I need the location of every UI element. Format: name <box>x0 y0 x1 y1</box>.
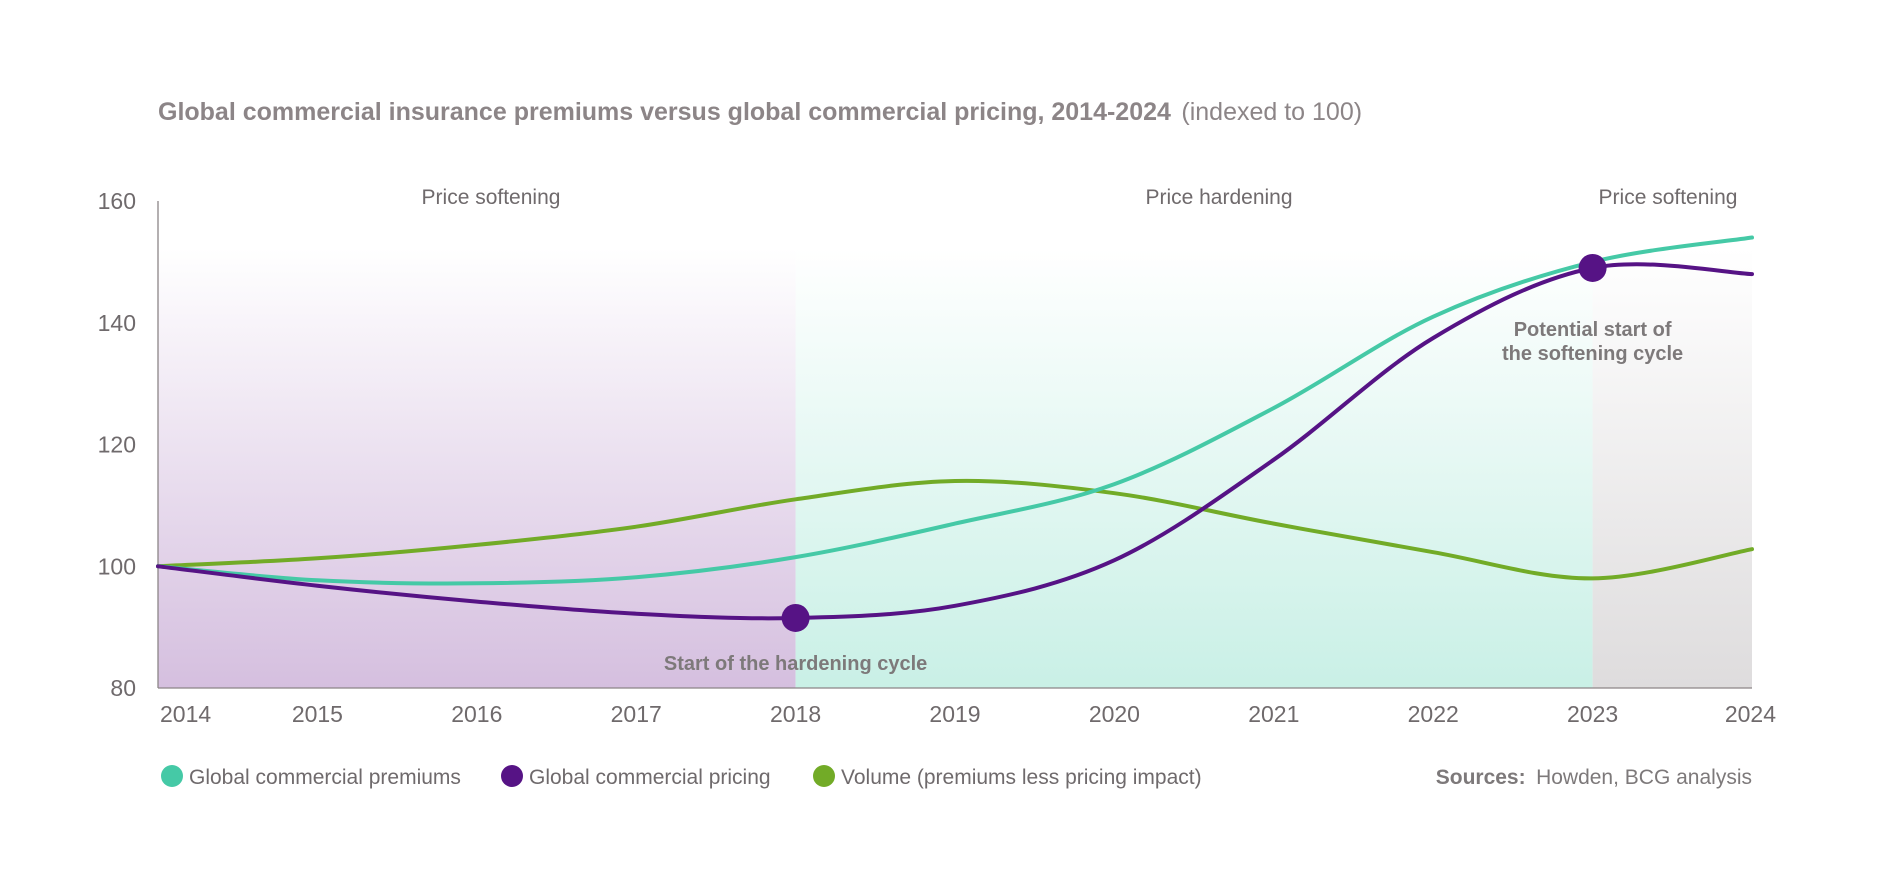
x-tick-label: 2017 <box>611 701 662 727</box>
annotation-label: Potential start of <box>1514 319 1672 341</box>
chart-title: Global commercial insurance premiums ver… <box>158 98 1362 126</box>
legend-label: Global commercial premiums <box>189 766 461 789</box>
y-tick-label: 100 <box>98 553 136 579</box>
x-tick-label: 2019 <box>929 701 980 727</box>
x-tick-label: 2020 <box>1089 701 1140 727</box>
series-line <box>156 235 1754 586</box>
legend: Global commercial premiums Global commerc… <box>161 765 1202 789</box>
legend-label: Global commercial pricing <box>529 766 771 789</box>
phase-bands: Price softening Price hardening Price soft… <box>158 186 1752 688</box>
chart-title-main: Global commercial insurance premiums ver… <box>158 98 1171 126</box>
series-line <box>156 262 1754 621</box>
axes: 80 100 120 140 160 2014 2015 2016 2017 2018 2019 20… <box>98 188 1777 727</box>
legend-label: Volume (premiums less pricing impact) <box>841 766 1202 789</box>
chart-subtitle: (indexed to 100) <box>1181 98 1362 126</box>
legend-item: Global commercial premiums <box>161 765 461 789</box>
sources-text: Howden, BCG analysis <box>1536 766 1752 789</box>
y-tick-label: 160 <box>98 188 136 214</box>
annotation-label: the softening cycle <box>1502 343 1683 365</box>
y-tick-label: 80 <box>110 675 136 701</box>
phase-label: Price softening <box>422 186 561 209</box>
series-line <box>156 478 1754 581</box>
x-tick-label: 2023 <box>1567 701 1618 727</box>
x-tick-label: 2016 <box>451 701 502 727</box>
x-tick-label: 2014 <box>160 701 211 727</box>
legend-swatch <box>501 765 523 787</box>
annotation-markers: Start of the hardening cycle Potential st… <box>664 253 1683 675</box>
x-tick-label: 2022 <box>1408 701 1459 727</box>
legend-swatch <box>161 765 183 787</box>
legend-item: Global commercial pricing <box>501 765 771 789</box>
y-tick-label: 120 <box>98 432 136 458</box>
series-lines <box>156 235 1754 621</box>
phase-label: Price softening <box>1599 186 1738 209</box>
x-tick-label: 2018 <box>770 701 821 727</box>
x-tick-label: 2021 <box>1248 701 1299 727</box>
phase-label: Price hardening <box>1145 186 1292 209</box>
phase-band <box>1592 248 1752 688</box>
phase-band <box>158 248 796 688</box>
sources-note: Sources: Howden, BCG analysis <box>1436 766 1752 789</box>
sources-label: Sources: <box>1436 766 1526 789</box>
x-tick-label: 2015 <box>292 701 343 727</box>
legend-swatch <box>813 765 835 787</box>
annotation-label: Start of the hardening cycle <box>664 653 927 675</box>
legend-item: Volume (premiums less pricing impact) <box>813 765 1202 789</box>
annotation-marker <box>781 603 810 632</box>
y-tick-label: 140 <box>98 310 136 336</box>
x-tick-label: 2024 <box>1725 701 1776 727</box>
annotation-marker <box>1578 253 1607 282</box>
